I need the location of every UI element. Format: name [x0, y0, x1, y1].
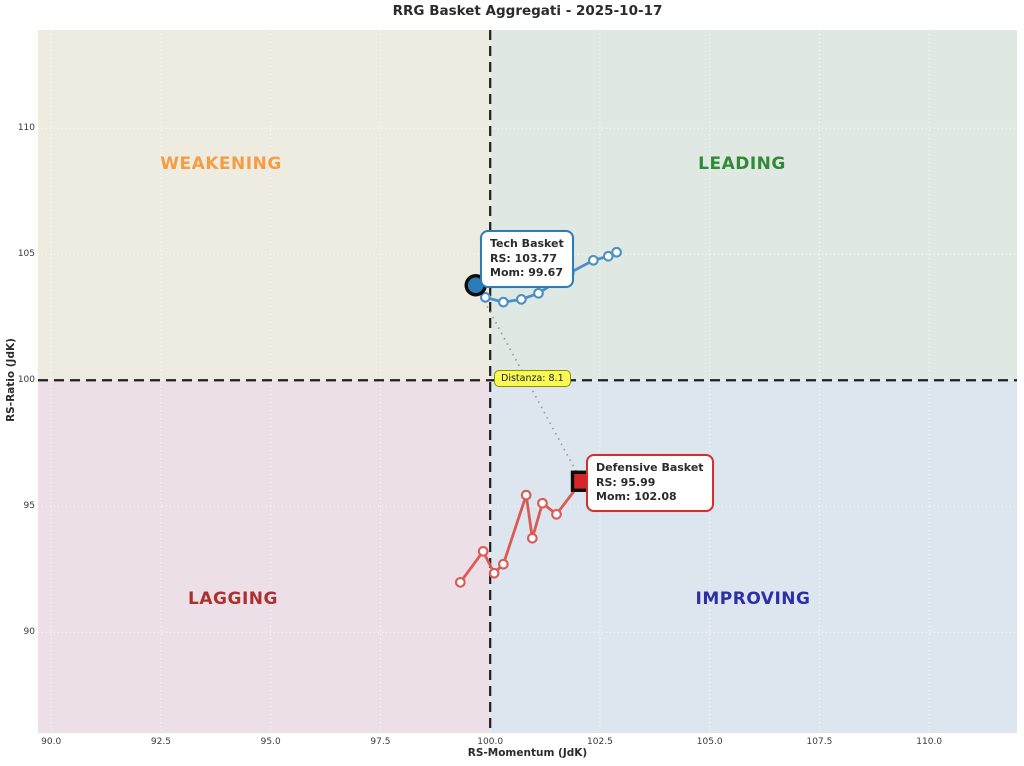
defensive-basket-tooltip-title: Defensive Basket — [596, 461, 704, 474]
tech-trail-marker — [588, 254, 599, 266]
defensive-trail-marker — [454, 576, 466, 588]
defensive-trail-marker — [551, 508, 562, 520]
x-tick-label: 110.0 — [916, 737, 943, 747]
defensive-trail-marker — [498, 558, 509, 570]
defensive-trail-marker — [526, 532, 538, 544]
y-tick-label: 100 — [17, 375, 35, 386]
x-tick-label: 90.0 — [41, 737, 62, 747]
defensive-basket-tooltip-rs: RS: 95.99 — [596, 475, 656, 489]
quadrant-label-lagging: LAGGING — [188, 589, 278, 609]
tech-trail-marker — [480, 291, 491, 303]
tech-basket-tooltip: Tech Basket RS: 103.77 Mom: 99.67 — [480, 230, 574, 288]
distance-connector-line — [474, 284, 583, 482]
defensive-trail-marker — [537, 497, 548, 509]
y-axis-label: RS-Ratio (JdK) — [5, 338, 17, 422]
tech-basket-tooltip-rs: RS: 103.77 — [490, 251, 558, 265]
quadrant-label-weakening: WEAKENING — [160, 154, 282, 174]
tech-trail-marker — [516, 294, 527, 305]
y-tick-label: 90 — [23, 627, 35, 638]
y-tick-label: 110 — [17, 123, 35, 134]
x-tick-label: 105.0 — [696, 737, 723, 747]
x-axis-label: RS-Momentum (JdK) — [467, 747, 588, 759]
lagging-quadrant-bg — [38, 380, 491, 733]
defensive-basket-tooltip-mom: Mom: 102.08 — [596, 490, 677, 504]
improving-quadrant-bg — [490, 380, 1018, 733]
tech-trail-marker — [533, 287, 544, 299]
x-tick-label: 102.5 — [587, 737, 613, 747]
x-tick-label: 92.5 — [150, 737, 171, 747]
x-tick-label: 97.5 — [370, 737, 391, 747]
x-tick-label: 100.0 — [477, 737, 504, 747]
x-tick-label: 107.5 — [806, 737, 833, 747]
leading-quadrant-bg — [490, 30, 1018, 381]
tech-trail-marker — [498, 296, 509, 308]
weakening-quadrant-bg — [38, 30, 491, 381]
x-tick-label: 95.0 — [260, 737, 281, 747]
tech-trail-marker — [611, 246, 622, 258]
tech-trail-marker — [602, 250, 614, 262]
tech-basket-tooltip-title: Tech Basket — [490, 237, 564, 250]
defensive-basket-tooltip: Defensive Basket RS: 95.99 Mom: 102.08 — [586, 454, 714, 512]
quadrant-label-improving: IMPROVING — [695, 589, 811, 609]
y-tick-label: 95 — [23, 501, 35, 512]
chart-title: RRG Basket Aggregati - 2025-10-17 — [392, 3, 663, 19]
distance-badge: Distanza: 8.1 — [494, 370, 571, 387]
quadrant-label-leading: LEADING — [698, 154, 786, 174]
defensive-trail-marker — [477, 545, 489, 557]
tech-basket-tooltip-mom: Mom: 99.67 — [490, 266, 563, 280]
defensive-trail-marker — [520, 489, 532, 501]
y-tick-label: 105 — [17, 249, 35, 260]
defensive-trail-marker — [488, 567, 500, 579]
